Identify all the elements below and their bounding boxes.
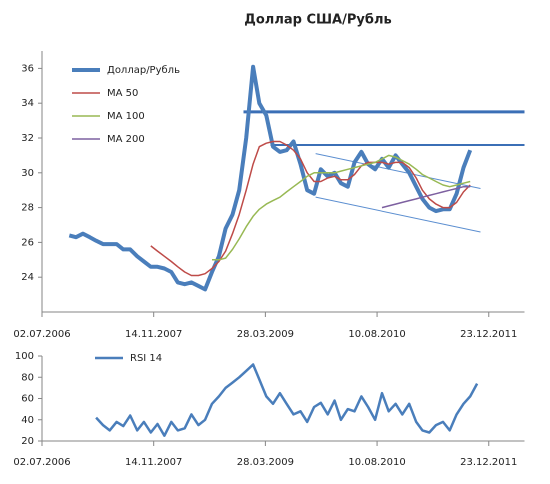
series-line — [68, 64, 473, 292]
legend-label: RSI 14 — [130, 353, 162, 364]
y-tick-label: 20 — [21, 436, 34, 447]
y-tick-label: 40 — [21, 415, 34, 426]
series-line — [381, 185, 471, 209]
y-tick-label: 28 — [21, 203, 34, 214]
series-line — [212, 154, 471, 261]
chart-title: Доллар США/Рубль — [244, 13, 391, 28]
legend-label: MA 100 — [107, 111, 145, 122]
x-tick-label: 14.11.2007 — [125, 329, 182, 340]
y-tick-label: 60 — [21, 394, 34, 405]
x-tick-label: 23.12.2011 — [460, 329, 517, 340]
x-tick-label: 10.08.2010 — [348, 457, 405, 468]
series-line — [95, 363, 479, 437]
y-tick-label: 26 — [21, 237, 34, 248]
x-tick-label: 10.08.2010 — [348, 329, 405, 340]
x-tick-label: 28.03.2009 — [237, 457, 294, 468]
legend-label: MA 50 — [107, 88, 138, 99]
trend-line — [315, 196, 481, 233]
x-tick-label: 02.07.2006 — [13, 329, 70, 340]
trend-line — [315, 153, 481, 189]
y-tick-label: 32 — [21, 133, 34, 144]
x-tick-label: 02.07.2006 — [13, 457, 70, 468]
x-tick-label: 23.12.2011 — [460, 457, 517, 468]
legend-label: Доллар/Рубль — [107, 65, 180, 76]
x-tick-label: 14.11.2007 — [125, 457, 182, 468]
y-tick-label: 80 — [21, 372, 34, 383]
y-tick-label: 100 — [15, 351, 34, 362]
series-line — [150, 140, 471, 277]
y-tick-label: 30 — [21, 168, 34, 179]
x-tick-label: 28.03.2009 — [237, 329, 294, 340]
y-tick-label: 34 — [21, 98, 34, 109]
legend-label: MA 200 — [107, 134, 145, 145]
y-tick-label: 24 — [21, 272, 34, 283]
y-tick-label: 36 — [21, 63, 34, 74]
